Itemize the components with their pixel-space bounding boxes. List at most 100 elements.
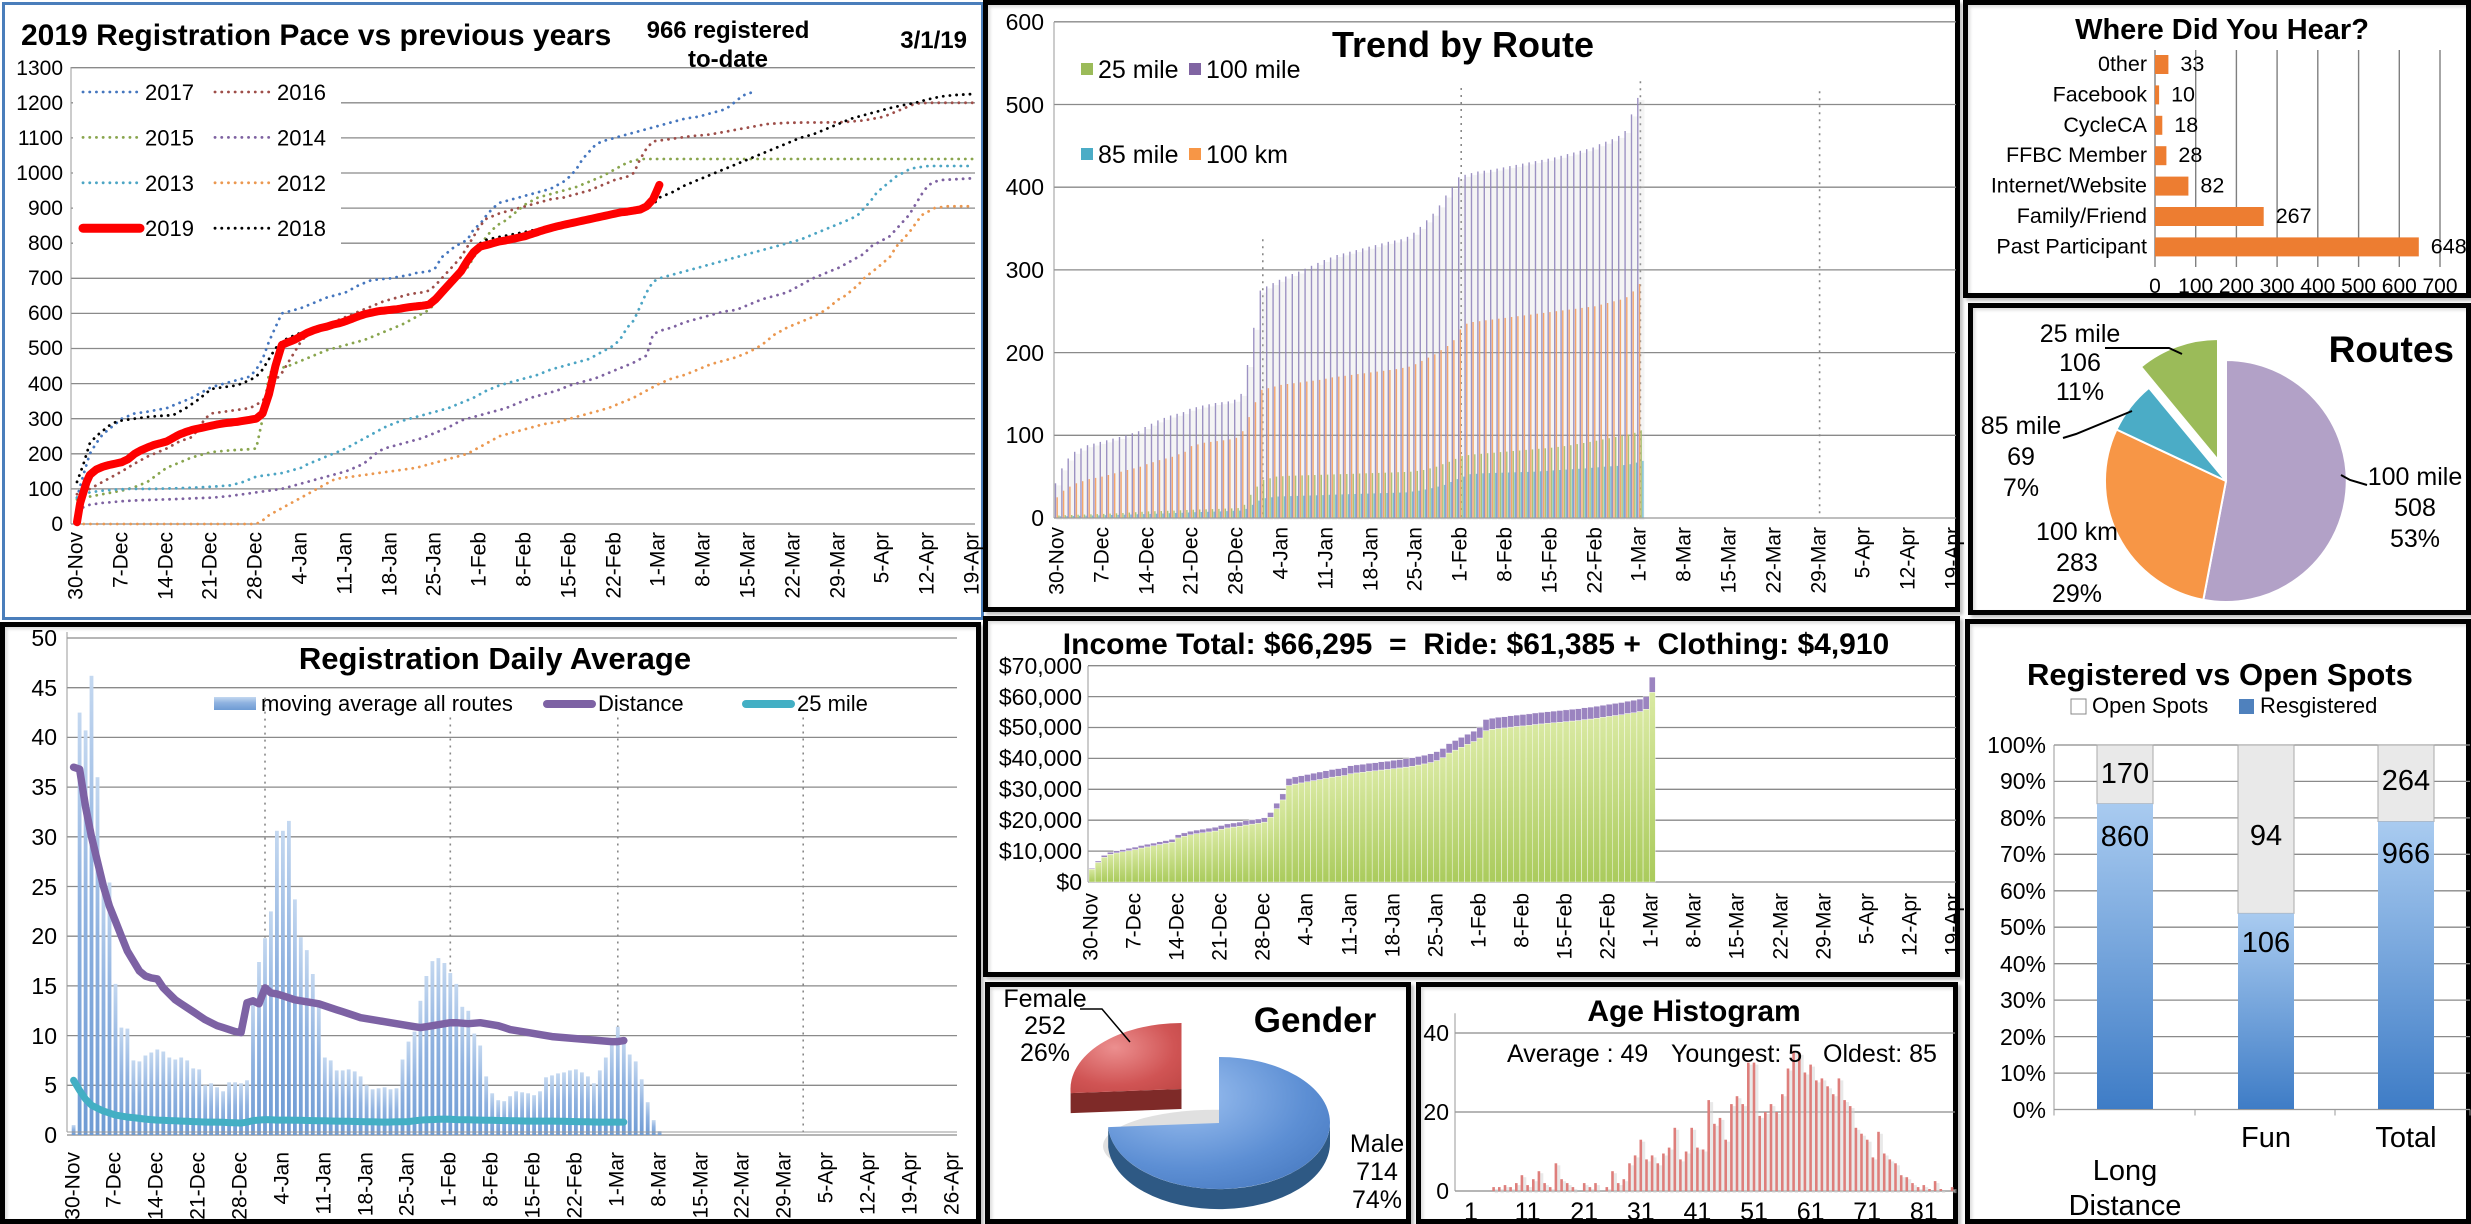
svg-text:22-Mar: 22-Mar <box>731 1152 754 1219</box>
svg-text:94: 94 <box>2250 820 2282 852</box>
svg-text:90%: 90% <box>2000 768 2046 794</box>
svg-text:33: 33 <box>2180 52 2204 76</box>
svg-text:2012: 2012 <box>277 171 326 196</box>
svg-text:0: 0 <box>1436 1178 1449 1204</box>
svg-text:Family/Friend: Family/Friend <box>2017 204 2147 228</box>
svg-text:22-Mar: 22-Mar <box>782 532 805 599</box>
svg-text:8-Feb: 8-Feb <box>1494 527 1517 582</box>
svg-text:1-Feb: 1-Feb <box>438 1152 461 1207</box>
svg-text:15-Mar: 15-Mar <box>1726 893 1749 960</box>
svg-text:0: 0 <box>51 513 63 536</box>
svg-text:100 mile: 100 mile <box>1206 56 1301 84</box>
svg-text:Resgistered: Resgistered <box>2260 693 2377 718</box>
svg-text:51: 51 <box>1740 1198 1768 1224</box>
svg-text:7-Dec: 7-Dec <box>110 532 133 588</box>
svg-text:18: 18 <box>2174 113 2198 137</box>
svg-text:30-Nov: 30-Nov <box>62 1152 85 1220</box>
svg-text:0: 0 <box>2149 275 2161 298</box>
svg-text:1-Feb: 1-Feb <box>468 532 491 587</box>
svg-text:Registration Daily Average: Registration Daily Average <box>299 641 691 676</box>
svg-text:7-Dec: 7-Dec <box>1123 893 1146 949</box>
svg-text:1-Feb: 1-Feb <box>1468 893 1491 948</box>
svg-text:106: 106 <box>2059 349 2101 377</box>
svg-text:29-Mar: 29-Mar <box>773 1152 796 1219</box>
svg-text:Oldest: 85: Oldest: 85 <box>1823 1040 1937 1068</box>
svg-text:2014: 2014 <box>277 125 326 150</box>
svg-text:19-Apr: 19-Apr <box>899 1152 922 1215</box>
svg-text:Distance: Distance <box>598 691 684 716</box>
svg-text:22-Mar: 22-Mar <box>1763 527 1786 594</box>
svg-text:Trend by Route: Trend by Route <box>1332 24 1594 65</box>
svg-text:2019: 2019 <box>145 216 194 241</box>
svg-text:53%: 53% <box>2390 525 2440 553</box>
svg-text:25-Jan: 25-Jan <box>396 1152 419 1216</box>
svg-text:18-Jan: 18-Jan <box>379 532 402 596</box>
svg-text:19-Apr: 19-Apr <box>1942 893 1965 956</box>
svg-text:0: 0 <box>44 1122 57 1148</box>
svg-text:$70,000: $70,000 <box>999 653 1082 679</box>
svg-text:5-Apr: 5-Apr <box>815 1152 838 1203</box>
svg-text:50%: 50% <box>2000 914 2046 940</box>
svg-text:28-Dec: 28-Dec <box>229 1152 252 1220</box>
svg-text:800: 800 <box>28 232 63 255</box>
svg-text:200: 200 <box>28 443 63 466</box>
svg-text:Youngest: 5: Youngest: 5 <box>1671 1040 1802 1068</box>
svg-text:600: 600 <box>28 302 63 325</box>
svg-text:30%: 30% <box>2000 987 2046 1013</box>
svg-text:100 mile: 100 mile <box>2368 463 2463 491</box>
svg-text:500: 500 <box>28 337 63 360</box>
svg-text:21-Dec: 21-Dec <box>1209 893 1232 961</box>
svg-text:Open Spots: Open Spots <box>2092 693 2208 718</box>
svg-text:1100: 1100 <box>18 127 63 150</box>
svg-text:1-Mar: 1-Mar <box>1640 893 1663 948</box>
svg-text:Gender: Gender <box>1254 1001 1377 1040</box>
svg-text:500: 500 <box>2341 275 2376 298</box>
svg-text:20%: 20% <box>2000 1024 2046 1050</box>
svg-text:Distance: Distance <box>2069 1190 2182 1222</box>
svg-text:85 mile: 85 mile <box>1098 141 1179 169</box>
svg-text:Routes: Routes <box>2329 329 2454 370</box>
svg-text:22-Feb: 22-Feb <box>603 532 626 599</box>
svg-text:1-Feb: 1-Feb <box>1449 527 1472 582</box>
svg-text:8-Mar: 8-Mar <box>1683 893 1706 948</box>
svg-text:21-Dec: 21-Dec <box>1180 527 1203 595</box>
svg-text:Facebook: Facebook <box>2053 82 2148 106</box>
svg-text:1-Mar: 1-Mar <box>606 1152 629 1207</box>
svg-text:30: 30 <box>31 824 57 850</box>
svg-text:2019 Registration Pace vs prev: 2019 Registration Pace vs previous years <box>21 19 611 52</box>
svg-text:400: 400 <box>1006 174 1044 200</box>
svg-text:31: 31 <box>1627 1198 1655 1224</box>
svg-text:$40,000: $40,000 <box>999 745 1082 771</box>
svg-text:26%: 26% <box>1020 1039 1070 1067</box>
svg-text:4-Jan: 4-Jan <box>271 1152 294 1205</box>
svg-text:14-Dec: 14-Dec <box>145 1152 168 1220</box>
svg-text:Where Did You Hear?: Where Did You Hear? <box>2075 14 2369 46</box>
svg-text:700: 700 <box>28 267 63 290</box>
svg-text:600: 600 <box>1006 9 1044 35</box>
svg-text:1-Mar: 1-Mar <box>1628 527 1651 582</box>
svg-text:100: 100 <box>28 478 63 501</box>
svg-text:41: 41 <box>1683 1198 1711 1224</box>
svg-text:60%: 60% <box>2000 878 2046 904</box>
svg-text:Age Histogram: Age Histogram <box>1587 995 1800 1028</box>
svg-text:40%: 40% <box>2000 951 2046 977</box>
svg-text:966 registered: 966 registered <box>647 17 810 44</box>
svg-text:50: 50 <box>31 627 57 651</box>
svg-text:100: 100 <box>2178 275 2213 298</box>
svg-text:8-Feb: 8-Feb <box>480 1152 503 1207</box>
svg-text:28-Dec: 28-Dec <box>244 532 267 600</box>
svg-text:18-Jan: 18-Jan <box>1360 527 1383 591</box>
svg-text:264: 264 <box>2382 765 2430 797</box>
svg-text:267: 267 <box>2276 204 2312 228</box>
svg-text:85 mile: 85 mile <box>1981 412 2062 440</box>
svg-text:7%: 7% <box>2003 474 2039 502</box>
svg-text:40: 40 <box>31 724 57 750</box>
svg-text:200: 200 <box>2219 275 2254 298</box>
svg-text:15-Mar: 15-Mar <box>737 532 760 599</box>
svg-text:40: 40 <box>1423 1020 1449 1046</box>
svg-text:900: 900 <box>28 197 63 220</box>
svg-text:69: 69 <box>2007 443 2035 471</box>
svg-text:11%: 11% <box>2056 378 2104 406</box>
svg-text:11-Jan: 11-Jan <box>313 1152 336 1215</box>
svg-text:283: 283 <box>2056 549 2098 577</box>
